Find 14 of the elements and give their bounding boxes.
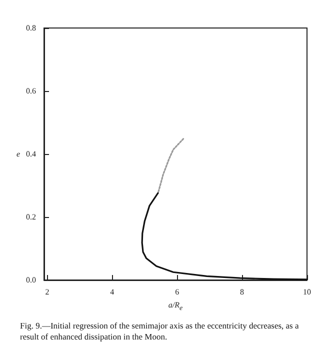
y-tick-label: 0.4 [26,150,36,158]
x-tick-label: 6 [175,288,180,296]
y-axis-title: e [16,150,21,158]
caption: Fig. 9.—Initial regression of the semimajor axis as the eccentricity decreases, as a result of enhanced dissipation in the Moon. [20,320,301,342]
y-tick-label: 0.0 [26,276,36,284]
y-tick-label: 0.6 [26,86,36,96]
x-tick-label: 10 [303,288,311,296]
y-tick-label: 0.8 [26,24,36,32]
y-tick-label: 0.2 [26,212,36,222]
x-tick-label: 2 [45,288,50,296]
line-series [141,192,308,280]
line-series [157,138,184,194]
x-tick-label: 8 [240,288,244,296]
x-tick-label: 4 [110,288,114,296]
